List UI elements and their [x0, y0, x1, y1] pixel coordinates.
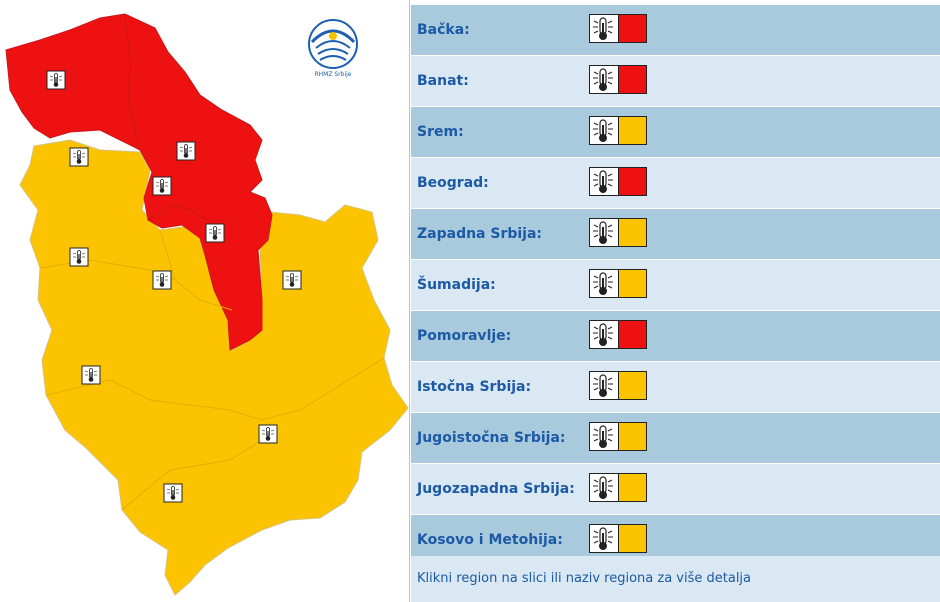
warning-indicator[interactable]: [589, 218, 647, 247]
map-thermometer-marker[interactable]: [46, 70, 66, 90]
region-label[interactable]: Šumadija:: [417, 277, 496, 293]
region-label[interactable]: Istočna Srbija:: [417, 379, 532, 395]
region-label[interactable]: Jugoistočna Srbija:: [417, 430, 566, 446]
region-row[interactable]: Jugozapadna Srbija:: [411, 463, 940, 514]
warning-level-swatch: [619, 168, 646, 195]
thermometer-icon: [590, 423, 619, 450]
map-thermometer-marker[interactable]: [282, 270, 302, 290]
region-label[interactable]: Pomoravlje:: [417, 328, 512, 344]
warning-level-swatch: [619, 423, 646, 450]
warning-indicator[interactable]: [589, 422, 647, 451]
thermometer-icon: [590, 168, 619, 195]
map-thermometer-marker[interactable]: [176, 141, 196, 161]
thermometer-icon: [590, 525, 619, 552]
map-thermometer-marker[interactable]: [152, 176, 172, 196]
region-row[interactable]: Jugoistočna Srbija:: [411, 412, 940, 463]
region-row[interactable]: Banat:: [411, 55, 940, 106]
map-thermometer-marker[interactable]: [258, 424, 278, 444]
warning-indicator[interactable]: [589, 269, 647, 298]
region-label[interactable]: Beograd:: [417, 175, 489, 191]
region-row[interactable]: Šumadija:: [411, 259, 940, 310]
warning-indicator[interactable]: [589, 320, 647, 349]
region-row[interactable]: Istočna Srbija:: [411, 361, 940, 412]
warning-level-swatch: [619, 15, 646, 42]
thermometer-icon: [590, 15, 619, 42]
thermometer-icon: [590, 117, 619, 144]
logo-text: RHMZ Srbije: [315, 71, 352, 78]
footer-hint: Klikni region na slici ili naziv regiona…: [411, 556, 940, 602]
thermometer-icon: [590, 321, 619, 348]
region-row[interactable]: Bačka:: [411, 4, 940, 55]
thermometer-icon: [590, 372, 619, 399]
warning-level-swatch: [619, 372, 646, 399]
region-legend: Bačka: Banat: Srem: Beograd: Zapadna Srbija:…: [411, 4, 940, 565]
thermometer-icon: [590, 219, 619, 246]
rhmz-logo: RHMZ Srbije: [302, 18, 364, 80]
map-thermometer-marker[interactable]: [205, 223, 225, 243]
thermometer-icon: [590, 66, 619, 93]
region-row[interactable]: Zapadna Srbija:: [411, 208, 940, 259]
region-label[interactable]: Zapadna Srbija:: [417, 226, 543, 242]
warning-indicator[interactable]: [589, 14, 647, 43]
warning-level-swatch: [619, 525, 646, 552]
map-thermometer-marker[interactable]: [152, 270, 172, 290]
warning-indicator[interactable]: [589, 116, 647, 145]
region-row[interactable]: Pomoravlje:: [411, 310, 940, 361]
warning-level-swatch: [619, 117, 646, 144]
warning-indicator[interactable]: [589, 524, 647, 553]
warning-level-swatch: [619, 219, 646, 246]
warning-level-swatch: [619, 270, 646, 297]
thermometer-icon: [590, 270, 619, 297]
serbia-map: [5, 13, 409, 596]
warning-indicator[interactable]: [589, 473, 647, 502]
warning-map: RHMZ Srbije: [0, 0, 410, 602]
region-label[interactable]: Jugozapadna Srbija:: [417, 481, 575, 497]
region-label[interactable]: Bačka:: [417, 22, 470, 38]
map-thermometer-marker[interactable]: [69, 247, 89, 267]
thermometer-icon: [590, 474, 619, 501]
warning-level-swatch: [619, 66, 646, 93]
warning-indicator[interactable]: [589, 167, 647, 196]
footer-text: Klikni region na slici ili naziv regiona…: [417, 571, 752, 586]
region-row[interactable]: Beograd:: [411, 157, 940, 208]
region-label[interactable]: Banat:: [417, 73, 469, 89]
warning-level-swatch: [619, 321, 646, 348]
map-thermometer-marker[interactable]: [69, 147, 89, 167]
region-label[interactable]: Kosovo i Metohija:: [417, 532, 563, 548]
region-label[interactable]: Srem:: [417, 124, 464, 140]
warning-level-swatch: [619, 474, 646, 501]
region-row[interactable]: Srem:: [411, 106, 940, 157]
warning-indicator[interactable]: [589, 65, 647, 94]
map-region-red-area[interactable]: [5, 13, 273, 351]
map-thermometer-marker[interactable]: [81, 365, 101, 385]
warning-indicator[interactable]: [589, 371, 647, 400]
map-thermometer-marker[interactable]: [163, 483, 183, 503]
